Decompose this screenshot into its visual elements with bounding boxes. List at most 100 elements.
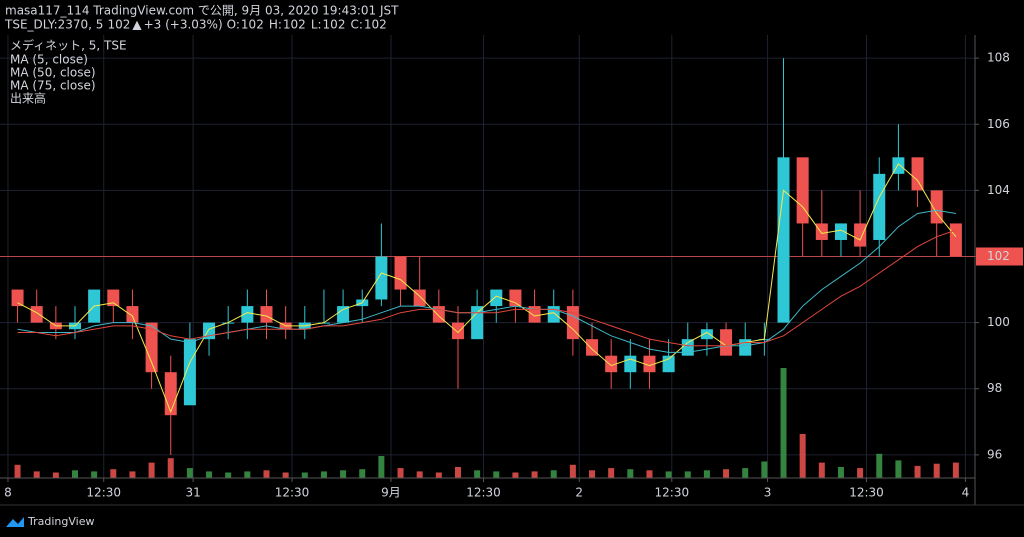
volume-bar [110, 469, 117, 478]
volume-bar [206, 471, 213, 478]
legend-ma: MA (50, close) [10, 66, 96, 80]
candle-body [164, 372, 177, 416]
candle-body [30, 306, 43, 323]
symbol: TSE_DLY:2370, 5 [4, 18, 103, 32]
legend-ma: MA (75, close) [10, 79, 96, 93]
candle-body [337, 306, 350, 323]
candle-body [566, 306, 579, 340]
candle-body [241, 306, 254, 323]
x-tick-label: 12:30 [466, 486, 501, 500]
legend: メディネット, 5, TSE MA (5, close) MA (50, clo… [10, 38, 127, 106]
x-tick-label: 2 [575, 486, 583, 500]
volume-bar [876, 453, 883, 478]
candle-body [509, 289, 522, 307]
candle-body [183, 339, 196, 406]
volume-bar [359, 469, 366, 478]
candle-body [490, 289, 503, 307]
volume-bar [225, 472, 232, 478]
x-tick-label: 12:30 [275, 486, 310, 500]
x-tick-label: 12:30 [655, 486, 690, 500]
volume-bar [550, 470, 557, 478]
candle-body [126, 306, 139, 323]
volume-bar [799, 434, 806, 478]
ohlc-label: C: [350, 18, 362, 32]
ohlc-value: 102 [364, 18, 387, 32]
y-tick-label: 100 [987, 315, 1010, 329]
volume-bar [148, 462, 155, 478]
volume-bar [72, 470, 78, 478]
volume-bar [646, 470, 653, 478]
brand: TradingView [27, 515, 94, 528]
volume-bar [435, 472, 442, 478]
volume-bar [474, 470, 481, 478]
volume-bar [301, 472, 308, 478]
candle-body [375, 256, 388, 300]
legend-instrument: メディネット, 5, TSE [10, 38, 127, 53]
volume-bar [665, 471, 672, 478]
candle-body [317, 322, 330, 324]
ohlc-label: L: [311, 18, 322, 32]
volume-bar [914, 465, 921, 478]
brand-logo[interactable]: TradingView [6, 515, 94, 528]
volume-bar [33, 471, 40, 478]
candle-body [911, 157, 924, 191]
quote-line: TSE_DLY:2370, 5 102 ▲ +3 (+3.03%) O: 102 H: 102… [4, 18, 387, 32]
ohlc-label: H: [269, 18, 282, 32]
candle-body [145, 322, 158, 373]
candle-body [471, 306, 484, 340]
candle-body [662, 355, 675, 373]
volume-bar [340, 470, 347, 478]
volume-bar [684, 471, 691, 478]
candle-body [949, 223, 962, 257]
last-price: 102 [107, 18, 130, 32]
candle-body [681, 339, 694, 356]
candle-body [796, 157, 809, 224]
x-tick-label: 4 [962, 486, 970, 500]
x-tick-label: 9月 [381, 486, 401, 500]
legend-ma: MA (5, close) [10, 53, 88, 67]
volume-bar [608, 468, 615, 478]
volume-bar [493, 471, 500, 478]
publish-info: masa117_114 TradingView.com で公開, 9月 03, … [5, 4, 399, 18]
volume-bar [589, 470, 596, 478]
candle-body [834, 223, 847, 240]
volume-bar [416, 471, 423, 478]
volume-bar [857, 468, 864, 478]
y-tick-label: 106 [987, 117, 1010, 131]
ohlc-value: 102 [323, 18, 346, 32]
volume-bar [282, 472, 289, 478]
volume-bar [780, 368, 787, 478]
volume-bar [378, 456, 385, 478]
candle-body [720, 329, 733, 356]
y-tick-label: 108 [987, 51, 1010, 65]
volume-bar [320, 471, 327, 478]
change: +3 (+3.03%) [144, 18, 223, 32]
logo-icon [6, 517, 24, 527]
change-arrow: ▲ [132, 18, 142, 32]
price-tag [976, 247, 1023, 266]
ma-line [17, 209, 956, 353]
ohlc-label: O: [227, 18, 240, 32]
volume-bar [952, 462, 959, 478]
volume-bar [91, 471, 98, 478]
ma-line [17, 229, 957, 347]
candle-body [815, 223, 828, 240]
candle-body [854, 223, 867, 247]
volume-bar [244, 471, 251, 478]
volume-bar [742, 468, 749, 478]
x-tick-label: 8 [4, 486, 12, 500]
candle-body [107, 289, 120, 307]
volume-bar [569, 464, 576, 478]
ma-line [17, 163, 957, 414]
x-tick-label: 3 [764, 486, 772, 500]
volume-bar [512, 472, 519, 478]
volume-bar [454, 467, 461, 478]
volume-bar [14, 464, 21, 478]
plot-area [0, 35, 975, 478]
candle-body [394, 256, 407, 290]
ohlc-value: 102 [241, 18, 264, 32]
volume-bar [703, 470, 710, 478]
volume-bar [531, 471, 538, 478]
